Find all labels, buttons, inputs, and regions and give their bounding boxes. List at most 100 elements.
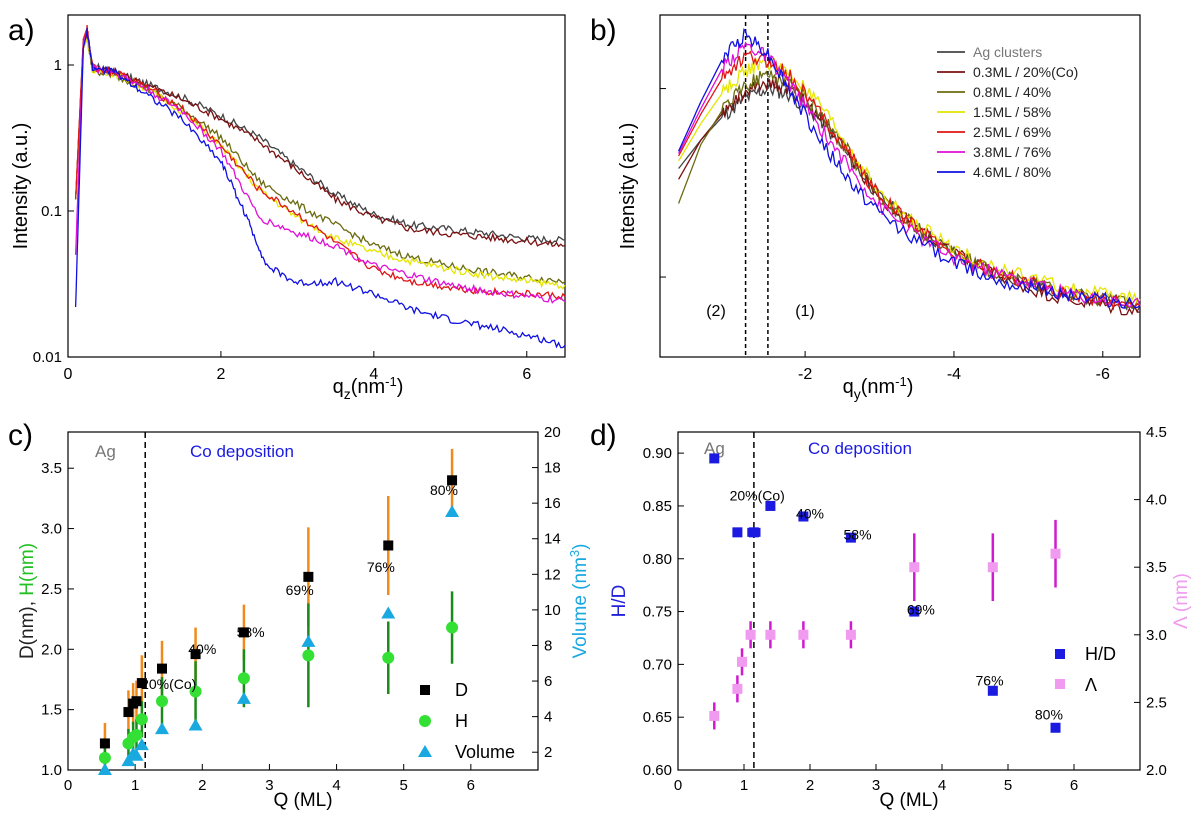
panel-d-lambda-point <box>798 629 809 640</box>
panel-d-annotation: 20%(Co) <box>730 488 785 504</box>
panel-label-a: a) <box>8 14 35 47</box>
panel-d-y2-tick-label: 3.0 <box>1146 627 1167 644</box>
panel-a-series-line <box>74 30 566 304</box>
panel-b-series-line <box>678 76 1141 316</box>
panel-c-d-point <box>238 627 249 638</box>
panel-c-annotation: 20%(Co) <box>141 676 196 692</box>
panel-c-volume-point <box>134 738 149 751</box>
panel-c-legend-swatch-volume <box>418 745 432 757</box>
panel-c-d-point <box>447 475 458 486</box>
panel-d-y-tick-label: 0.90 <box>643 445 672 462</box>
panel-label-c: c) <box>8 419 33 452</box>
panel-b-legend-entry: 3.8ML / 76% <box>973 144 1051 160</box>
panel-c-y2-tick-label: 2 <box>544 744 552 761</box>
panel-d-lambda-point <box>909 562 920 573</box>
panel-c-annotation: 40% <box>188 641 216 657</box>
panel-d-hd-point <box>765 500 776 511</box>
panel-b-series-line <box>677 70 1141 309</box>
panel-c-y-tick-label: 2.5 <box>41 581 62 598</box>
panel-c-volume-point <box>445 505 460 518</box>
panel-c-frame <box>67 431 539 771</box>
panel-c-d-point <box>190 649 201 660</box>
panel-c-y2-tick-label: 18 <box>544 460 561 477</box>
panel-d-x-axis-label: Q (ML) <box>879 790 938 811</box>
panel-d-hd-point <box>845 532 856 543</box>
panel-b-series-line <box>678 81 1141 313</box>
panel-d-lambda-point <box>765 629 776 640</box>
panel-b-x-tick-label: -6 <box>1096 366 1110 383</box>
panel-b-x-axis-label: qy(nm-1) <box>843 374 914 402</box>
panel-c-y2-tick-label: 20 <box>544 424 561 441</box>
panel-c-h-point <box>156 695 168 708</box>
panel-c-d-point <box>123 707 134 718</box>
panel-a-y-axis-label: Intensity (a.u.) <box>10 123 32 250</box>
panel-d-legend-entry-lambda: Λ <box>1085 675 1097 695</box>
panel-b-region-label: (2) <box>706 303 726 320</box>
panel-d-y-tick-label: 0.60 <box>643 762 672 779</box>
panel-d-hd-point <box>748 527 759 538</box>
panel-c-y2-tick-label: 14 <box>544 531 561 548</box>
panel-d-x-tick-label: 6 <box>1070 777 1078 794</box>
panel-c-y-tick-label: 3.5 <box>41 460 62 477</box>
panel-c-y2-tick-label: 10 <box>544 602 561 619</box>
panel-d-legend-entry-hd: H/D <box>1085 644 1116 664</box>
panel-a-y-tick-label: 1 <box>54 57 62 74</box>
panel-d-lambda-point <box>709 710 720 721</box>
panel-c-h-point <box>98 751 111 764</box>
panel-c-volume-point <box>121 754 136 767</box>
panel-d-x-tick-label: 2 <box>806 777 814 794</box>
panel-b-legend-entry: 1.5ML / 58% <box>973 104 1051 120</box>
panel-c-annotation: 80% <box>430 482 458 498</box>
panel-d-y2-tick-label: 4.0 <box>1146 492 1167 509</box>
panel-a-x-tick-label: 2 <box>216 366 225 383</box>
panel-c-volume-point <box>188 718 203 731</box>
panel-d-y-tick-label: 0.75 <box>643 604 672 621</box>
panel-c-x-tick-label: 5 <box>400 777 408 794</box>
panel-d-hd-point <box>987 685 998 696</box>
panel-c-annotation: 58% <box>237 624 265 640</box>
panel-c-h-point <box>446 621 459 634</box>
panel-b-y-axis-label: Intensity (a.u.) <box>617 123 639 250</box>
panel-d-lambda-point <box>737 656 748 667</box>
panel-d-x-tick-label: 4 <box>938 777 946 794</box>
panel-b-series-line <box>678 28 1141 309</box>
panel-b-legend-entry: Ag clusters <box>973 44 1042 60</box>
panel-c-legend-swatch-d <box>420 685 430 695</box>
panel-c-volume-point <box>97 763 112 775</box>
panel-c-h-point <box>135 713 148 726</box>
panel-c-x-tick-label: 4 <box>332 777 340 794</box>
panel-d-x-tick-label: 0 <box>674 777 682 794</box>
panel-b-legend-entry: 0.8ML / 40% <box>973 84 1051 100</box>
panel-a-x-tick-label: 4 <box>369 366 378 383</box>
panel-b-x-tick-label: -2 <box>798 366 812 383</box>
panel-d-y2-tick-label: 3.5 <box>1146 559 1167 576</box>
panel-d-annotation: 80% <box>1035 706 1063 722</box>
panel-c-x-tick-label: 0 <box>64 777 72 794</box>
panel-d-lambda-point <box>1050 548 1061 559</box>
panel-c-y2-tick-label: 8 <box>544 637 552 654</box>
panel-c-y-tick-label: 2.0 <box>41 641 62 658</box>
panel-a-x-tick-label: 0 <box>64 366 73 383</box>
panel-c-x-tick-label: 2 <box>198 777 206 794</box>
panel-c-legend-swatch-h <box>419 715 431 727</box>
panel-d-y-tick-label: 0.65 <box>643 709 672 726</box>
panel-d-y2-tick-label: 2.0 <box>1146 762 1167 779</box>
panel-d-annotation: 40% <box>796 506 824 522</box>
panel-c-h-point <box>130 728 143 741</box>
panel-d-hd-point <box>909 606 920 617</box>
panel-c-legend-entry-volume: Volume <box>455 742 515 762</box>
panel-b-legend-entry: 2.5ML / 69% <box>973 124 1051 140</box>
panel-d-annotation: 69% <box>907 602 935 618</box>
panel-a-series-line <box>74 37 566 285</box>
panel-c-y-tick-label: 3.0 <box>41 521 62 538</box>
panel-c-volume-point <box>129 748 144 761</box>
panel-c-d-point <box>136 678 147 689</box>
panel-c-y2-tick-label: 4 <box>544 709 552 726</box>
panel-a-y-tick-label: 0.1 <box>41 203 62 220</box>
panel-d-x-tick-label: 5 <box>1004 777 1012 794</box>
panel-c-chart: 0 1 2 3 4 5 61.01.52.02.53.03.5246810121416182… <box>17 424 591 811</box>
panel-b-legend-entry: 0.3ML / 20%(Co) <box>973 64 1078 80</box>
panel-d-hd-point <box>798 511 809 522</box>
panel-c-d-point <box>99 738 110 749</box>
